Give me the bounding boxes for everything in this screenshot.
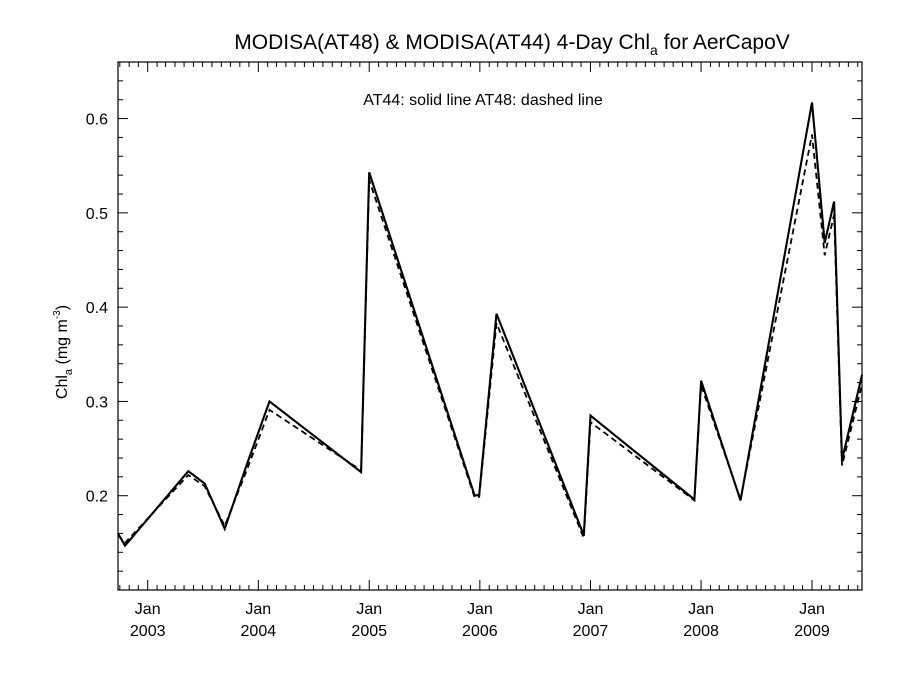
series-line-at44: [117, 102, 864, 548]
x-tick-label-year: 2004: [241, 623, 277, 640]
chart-title: MODISA(AT48) & MODISA(AT44) 4-Day Chla f…: [234, 31, 790, 58]
x-tick-label-year: 2006: [462, 623, 498, 640]
y-tick-label: 0.5: [86, 206, 108, 223]
plot-frame: [117, 61, 863, 591]
x-axis-ticks: Jan 2003 Jan 2004 Jan 2005 Jan 2006 Jan 2007 Jan 20…: [119, 62, 859, 640]
x-tick-label-year: 2003: [130, 623, 166, 640]
x-tick-label-month: Jan: [578, 601, 604, 618]
x-tick-label-year: 2009: [794, 623, 830, 640]
y-tick-label: 0.2: [86, 489, 108, 506]
x-tick-label-month: Jan: [135, 601, 161, 618]
y-tick-label: 0.4: [86, 300, 108, 317]
y-tick-label: 0.3: [86, 394, 108, 411]
x-tick-label-year: 2008: [683, 623, 719, 640]
x-tick-label-month: Jan: [356, 601, 382, 618]
y-axis-ticks: 0.2 0.3 0.4 0.5 0.6: [86, 61, 862, 591]
series-layer: [117, 102, 864, 548]
x-tick-label-month: Jan: [467, 601, 493, 618]
y-axis-label-subscript: a: [63, 368, 75, 375]
y-tick-label: 0.6: [86, 112, 108, 129]
series-line-at48: [117, 134, 863, 545]
x-tick-label-month: Jan: [688, 601, 714, 618]
y-axis-label: Chla (mg m-3): [52, 305, 75, 399]
x-tick-label-month: Jan: [245, 601, 271, 618]
x-tick-label-year: 2007: [573, 623, 609, 640]
x-tick-label-month: Jan: [799, 601, 825, 618]
x-tick-label-year: 2005: [351, 623, 387, 640]
chart-title-subscript: a: [650, 42, 658, 58]
y-axis-label-superscript: -3: [52, 310, 63, 319]
legend-annotation: AT44: solid line AT48: dashed line: [363, 92, 603, 109]
